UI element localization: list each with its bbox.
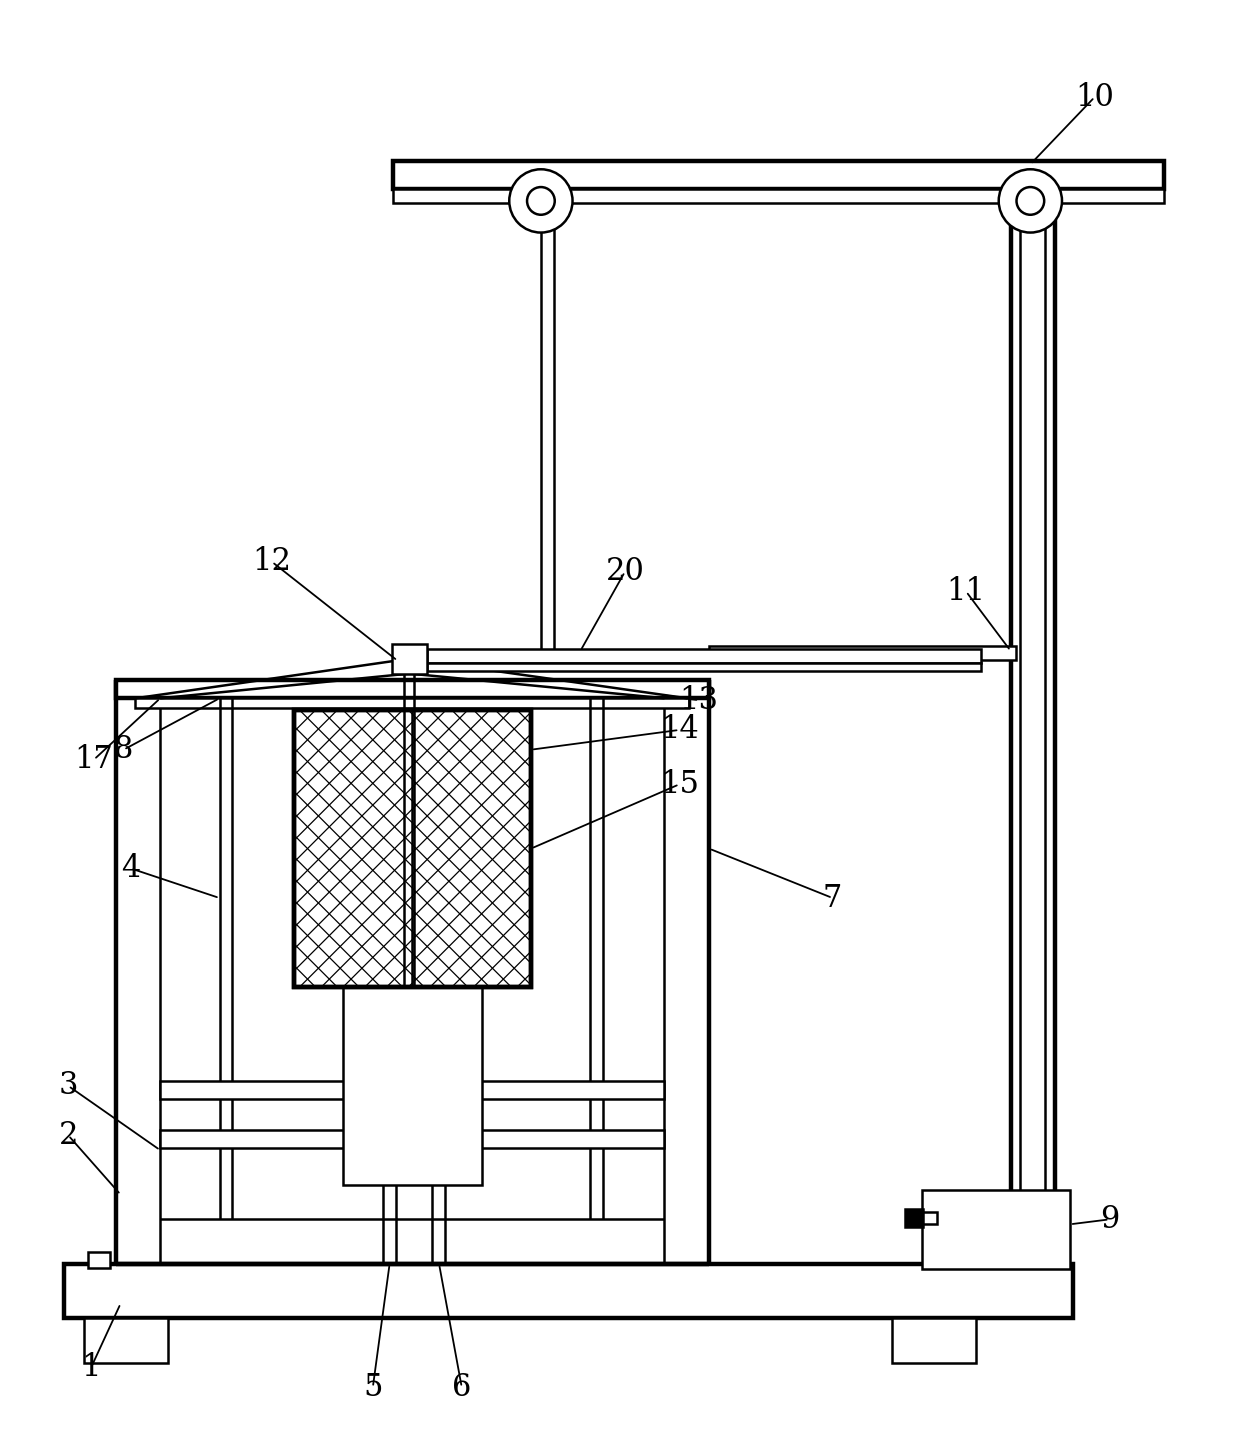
Bar [294, 710, 531, 988]
Text: 13: 13 [680, 685, 719, 716]
Bar [892, 1319, 976, 1362]
Bar [294, 710, 531, 988]
Bar [1021, 204, 1045, 1264]
Text: 3: 3 [58, 1070, 78, 1102]
Circle shape [510, 169, 573, 233]
Text: 5: 5 [363, 1372, 383, 1403]
Text: 8: 8 [114, 735, 134, 765]
Bar [64, 1264, 1073, 1319]
Bar [428, 662, 981, 671]
Bar [343, 988, 481, 1184]
Bar [921, 1190, 1070, 1268]
Bar [923, 1212, 937, 1225]
Text: 12: 12 [253, 547, 291, 577]
Text: 15: 15 [660, 769, 699, 800]
Bar [294, 710, 531, 988]
Bar [428, 649, 981, 662]
Text: 4: 4 [122, 853, 140, 884]
Bar [160, 1131, 665, 1148]
Text: 7: 7 [823, 882, 842, 914]
Bar [709, 646, 1016, 659]
Text: 1: 1 [82, 1352, 100, 1384]
Bar [115, 681, 709, 698]
Circle shape [527, 187, 554, 215]
Bar [905, 1209, 923, 1228]
Circle shape [1017, 187, 1044, 215]
Text: 9: 9 [1100, 1205, 1118, 1235]
Text: 2: 2 [58, 1119, 78, 1151]
Text: 11: 11 [946, 576, 986, 607]
Bar [1011, 204, 1055, 1264]
Circle shape [998, 169, 1061, 233]
Bar [393, 162, 1164, 189]
Bar [88, 1252, 110, 1268]
Text: 10: 10 [1075, 81, 1114, 113]
Text: 14: 14 [660, 714, 698, 746]
Bar [392, 643, 428, 674]
Text: 20: 20 [605, 557, 645, 587]
Bar [160, 1082, 665, 1099]
Text: 17: 17 [74, 745, 113, 775]
Text: 6: 6 [453, 1372, 471, 1403]
Bar [135, 698, 689, 709]
Bar [393, 189, 1164, 202]
Bar [84, 1319, 169, 1362]
